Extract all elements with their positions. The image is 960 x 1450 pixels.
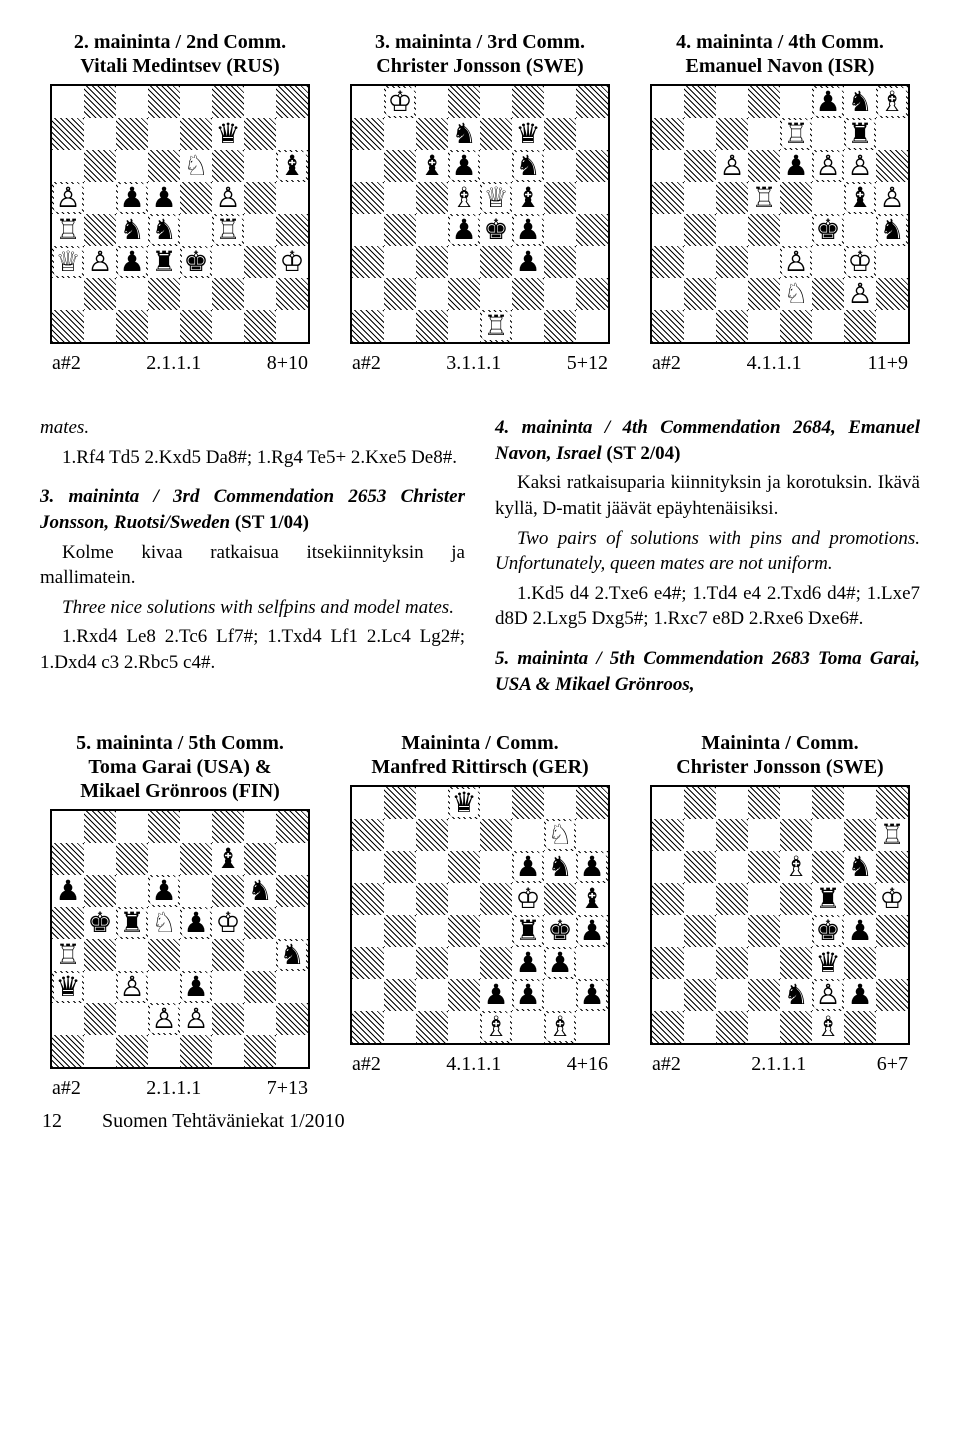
- author-line: Emanuel Navon (ISR): [676, 54, 884, 78]
- stipulation: a#2 3.1.1.1 5+12: [352, 352, 608, 375]
- title-line: 3. maininta / 3rd Comm.: [375, 30, 585, 54]
- bottom-problem-row: 5. maininta / 5th Comm. Toma Garai (USA)…: [40, 731, 920, 1100]
- author-line: Christer Jonsson (SWE): [375, 54, 585, 78]
- left-column: mates. 1.Rf4 Td5 2.Kxd5 Da8#; 1.Rg4 Te5+…: [40, 415, 465, 701]
- commentary: mates. 1.Rf4 Td5 2.Kxd5 Da8#; 1.Rg4 Te5+…: [40, 415, 920, 701]
- board-jonsson2: ♖♗♞♜♔♚♟♛♞♙♟♗: [650, 785, 910, 1045]
- stipulation: a#2 4.1.1.1 11+9: [652, 352, 908, 375]
- top-problem-row: 2. maininta / 2nd Comm. Vitali Medintsev…: [40, 30, 920, 375]
- author-line: Vitali Medintsev (RUS): [74, 54, 286, 78]
- publication: Suomen Tehtäväniekat 1/2010: [102, 1110, 345, 1133]
- board-rittirsch: ♛♘♟♞♟♔♝♜♚♟♟♟♟♟♟♗♗: [350, 785, 610, 1045]
- problem-5: 5. maininta / 5th Comm. Toma Garai (USA)…: [40, 731, 320, 1100]
- board-4: ♟♞♗♖♜♙♟♙♙♖♝♙♚♞♙♔♘♙: [650, 84, 910, 344]
- board-3: ♔♞♛♝♟♞♗♕♝♟♚♟♟♖: [350, 84, 610, 344]
- problem-2: 2. maininta / 2nd Comm. Vitali Medintsev…: [40, 30, 320, 375]
- board-5: ♝♟♟♞♚♜♘♟♔♖♞♛♙♟♙♙: [50, 809, 310, 1069]
- page-number: 12: [42, 1110, 102, 1133]
- right-column: 4. maininta / 4th Commendation 2684, Ema…: [495, 415, 920, 701]
- problem-jonsson2: Maininta / Comm. Christer Jonsson (SWE) …: [640, 731, 920, 1100]
- problem-3: 3. maininta / 3rd Comm. Christer Jonsson…: [340, 30, 620, 375]
- board-2: ♛♘♝♙♟♟♙♖♞♞♖♕♙♟♜♚♔: [50, 84, 310, 344]
- title-line: 2. maininta / 2nd Comm.: [74, 30, 286, 54]
- title-line: 4. maininta / 4th Comm.: [676, 30, 884, 54]
- page-footer: 12 Suomen Tehtäväniekat 1/2010: [40, 1110, 920, 1133]
- problem-rittirsch: Maininta / Comm. Manfred Rittirsch (GER)…: [340, 731, 620, 1100]
- problem-4: 4. maininta / 4th Comm. Emanuel Navon (I…: [640, 30, 920, 375]
- stipulation: a#2 2.1.1.1 8+10: [52, 352, 308, 375]
